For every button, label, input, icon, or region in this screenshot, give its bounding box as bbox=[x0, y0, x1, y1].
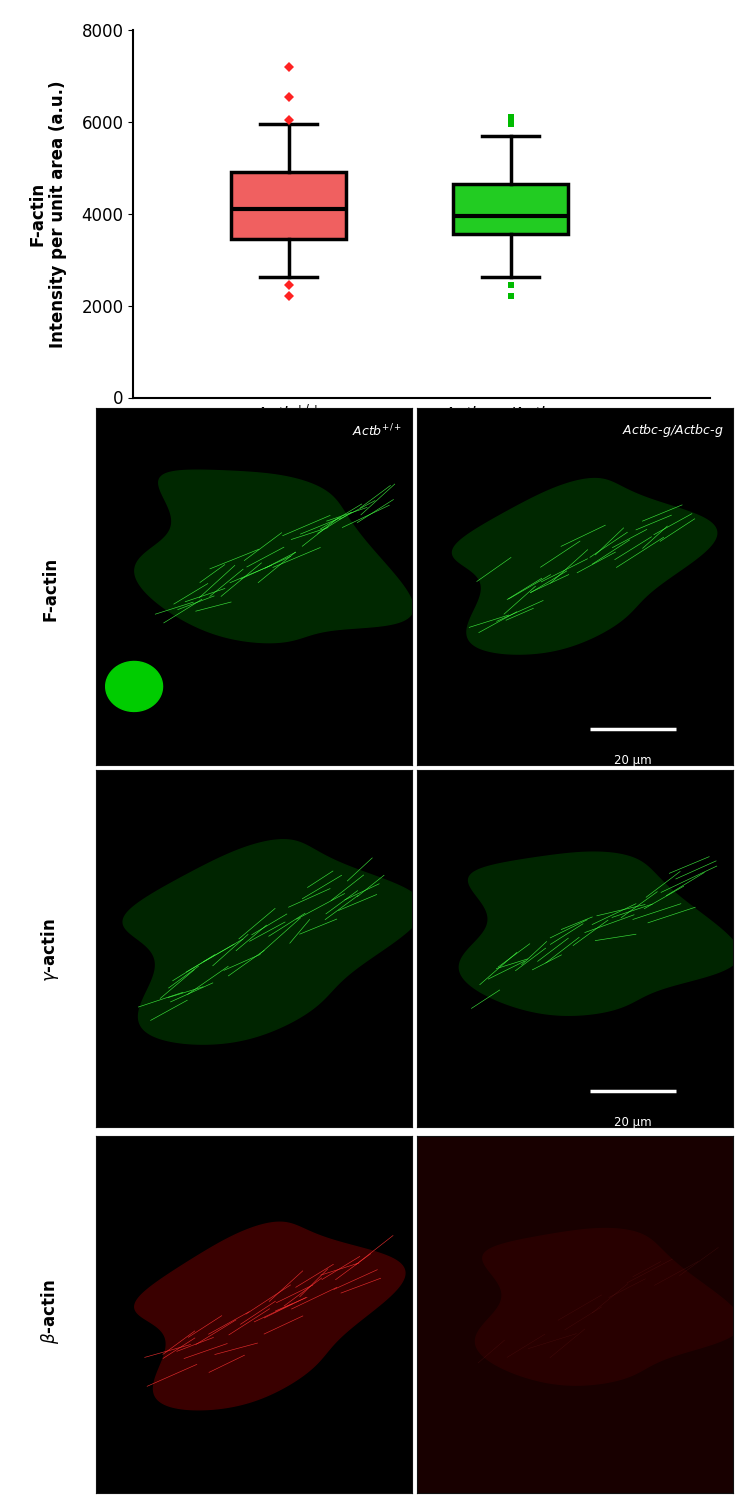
Polygon shape bbox=[476, 1228, 740, 1385]
Y-axis label: F-actin
Intensity per unit area (a.u.): F-actin Intensity per unit area (a.u.) bbox=[29, 80, 67, 348]
Polygon shape bbox=[106, 662, 163, 711]
Text: $\beta$-actin: $\beta$-actin bbox=[39, 1280, 61, 1344]
Polygon shape bbox=[452, 478, 717, 654]
PathPatch shape bbox=[453, 184, 568, 234]
Polygon shape bbox=[135, 470, 413, 642]
Text: $Actbc$-$g$/$Actbc$-$g$: $Actbc$-$g$/$Actbc$-$g$ bbox=[622, 423, 723, 439]
PathPatch shape bbox=[231, 172, 346, 238]
Polygon shape bbox=[135, 1222, 405, 1410]
Text: 20 μm: 20 μm bbox=[614, 1116, 652, 1130]
Polygon shape bbox=[123, 840, 423, 1044]
Text: 20 μm: 20 μm bbox=[614, 754, 652, 768]
Polygon shape bbox=[460, 852, 739, 1016]
Text: F-actin: F-actin bbox=[41, 556, 59, 621]
Text: $\gamma$-actin: $\gamma$-actin bbox=[39, 918, 61, 982]
Text: $Actb^{+/+}$: $Actb^{+/+}$ bbox=[352, 423, 403, 439]
